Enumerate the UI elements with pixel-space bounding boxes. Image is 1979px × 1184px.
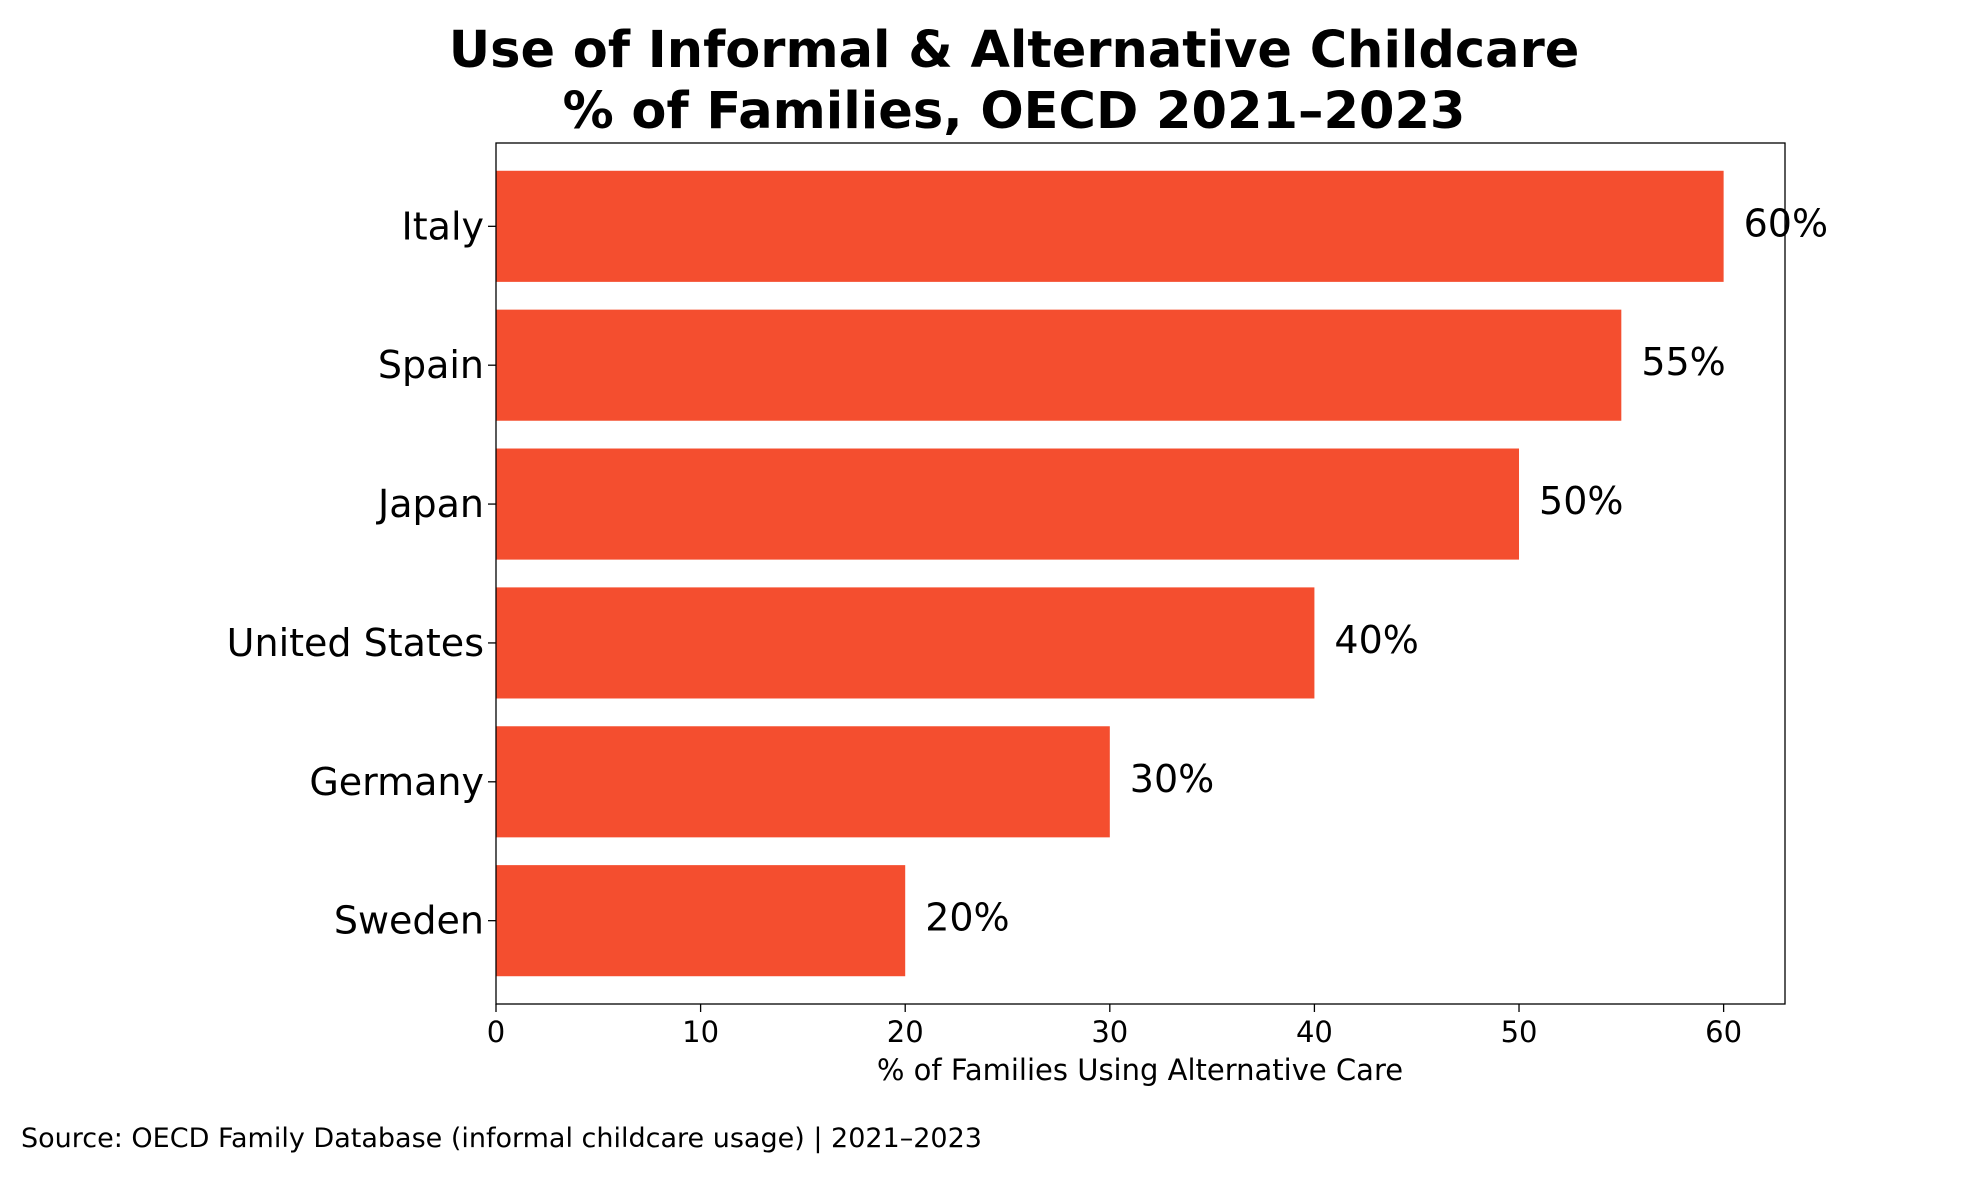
category-label-united-states: United States xyxy=(227,621,484,665)
value-label-italy: 60% xyxy=(1744,201,1828,245)
bar-japan xyxy=(496,448,1520,560)
category-label-italy: Italy xyxy=(402,204,484,248)
value-label-united-states: 40% xyxy=(1334,618,1418,662)
value-label-sweden: 20% xyxy=(925,896,1009,940)
value-label-spain: 55% xyxy=(1641,340,1725,384)
category-label-japan: Japan xyxy=(376,482,484,526)
bar-italy xyxy=(496,170,1724,282)
source-note: Source: OECD Family Database (informal c… xyxy=(21,1123,982,1154)
bar-germany xyxy=(496,726,1110,838)
category-label-germany: Germany xyxy=(309,760,484,804)
x-axis: 0 10 20 30 40 50 60 xyxy=(487,1004,1742,1049)
x-tick-label: 40 xyxy=(1296,1015,1333,1049)
x-tick-label: 10 xyxy=(682,1015,719,1049)
bar-united-states xyxy=(496,587,1315,699)
category-labels: Italy Spain Japan United States Germany Swede… xyxy=(227,204,496,943)
value-label-germany: 30% xyxy=(1130,757,1214,801)
x-tick-label: 0 xyxy=(487,1015,505,1049)
x-axis-label: % of Families Using Alternative Care xyxy=(877,1053,1403,1087)
chart-title-line-1: Use of Informal & Alternative Childcare xyxy=(449,21,1580,80)
x-tick-label: 20 xyxy=(887,1015,924,1049)
value-label-japan: 50% xyxy=(1539,479,1623,523)
x-tick-label: 60 xyxy=(1705,1015,1742,1049)
plot-frame xyxy=(495,142,1786,1005)
category-label-sweden: Sweden xyxy=(334,899,484,943)
bars-group xyxy=(496,170,1724,977)
bar-spain xyxy=(496,309,1622,421)
bar-sweden xyxy=(496,865,906,977)
chart-title-line-2: % of Families, OECD 2021–2023 xyxy=(563,82,1466,141)
x-tick-label: 50 xyxy=(1501,1015,1538,1049)
x-tick-label: 30 xyxy=(1091,1015,1128,1049)
value-labels: 60% 55% 50% 40% 30% 20% xyxy=(925,201,1828,939)
category-label-spain: Spain xyxy=(378,343,484,387)
